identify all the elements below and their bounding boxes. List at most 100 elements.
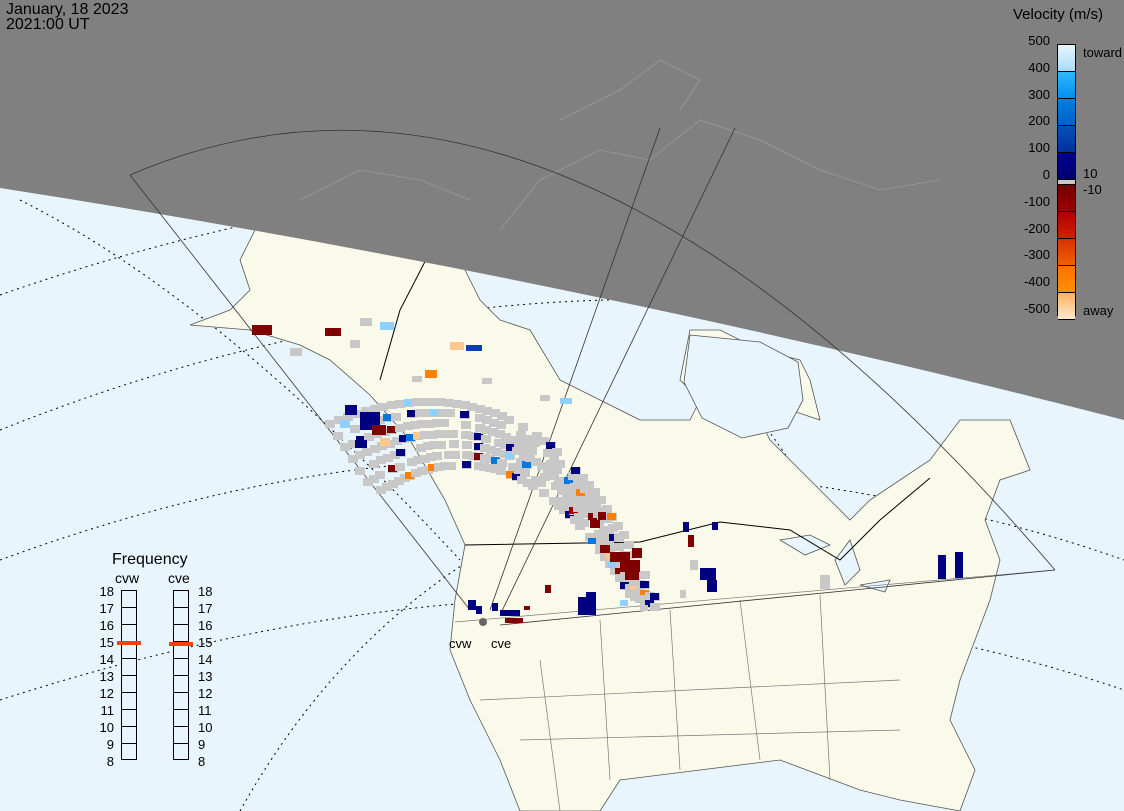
velocity-cell — [500, 610, 520, 616]
ground-scatter-cell — [530, 439, 540, 447]
ground-scatter-cell — [387, 401, 397, 409]
ground-scatter-cell — [508, 436, 518, 444]
ground-scatter-cell — [512, 447, 522, 455]
ground-scatter-cell — [528, 482, 538, 490]
ground-scatter-cell — [475, 414, 485, 422]
velocity-cell — [425, 370, 437, 378]
velocity-cell — [460, 411, 469, 418]
frequency-tick: 8 — [106, 754, 114, 769]
ground-scatter-cell — [640, 571, 650, 579]
ground-scatter-cell — [444, 451, 454, 459]
ground-scatter-cell — [350, 340, 360, 348]
ground-scatter-cell — [369, 460, 379, 468]
ground-scatter-cell — [432, 452, 442, 460]
ground-scatter-cell — [481, 435, 491, 443]
velocity-cell — [545, 585, 551, 593]
ground-scatter-cell — [514, 439, 524, 447]
ground-scatter-cell — [482, 416, 492, 424]
velocity-cell — [474, 453, 483, 460]
ground-scatter-cell — [370, 405, 380, 413]
ground-scatter-cell — [436, 441, 446, 449]
ground-scatter-cell — [343, 413, 353, 421]
ground-scatter-cell — [446, 462, 456, 470]
ground-scatter-cell — [560, 482, 570, 490]
velocity-cell — [578, 597, 596, 615]
ground-scatter-cell — [468, 432, 478, 440]
velocity-cell — [586, 592, 596, 600]
velocity-cell — [512, 473, 521, 480]
velocity-cell — [450, 342, 464, 350]
ground-scatter-cell — [613, 522, 623, 530]
ground-scatter-cell — [420, 398, 430, 406]
radar-label-cvw: cvw — [449, 636, 472, 651]
ground-scatter-cell — [497, 412, 507, 420]
ground-scatter-cell — [376, 486, 386, 494]
velocity-tick: 100 — [1028, 140, 1050, 156]
date-label: January, 18 2023 — [6, 1, 129, 18]
frequency-tick: 15 — [198, 635, 213, 650]
velocity-cell — [524, 606, 530, 610]
radar-site-marker — [479, 618, 487, 626]
ground-scatter-cell — [462, 441, 472, 449]
ground-scatter-cell — [485, 455, 495, 463]
ground-scatter-cell — [508, 463, 518, 471]
ground-scatter-cell — [570, 483, 580, 491]
ground-scatter-cell — [413, 456, 423, 464]
political-borders — [379, 247, 931, 561]
frequency-tick: 16 — [99, 618, 114, 633]
ground-scatter-cell — [325, 420, 335, 428]
ground-scatter-cell — [434, 463, 444, 471]
neg-threshold-label: -10 — [1083, 182, 1102, 197]
velocity-cell — [406, 434, 415, 441]
ground-scatter-cell — [363, 478, 373, 486]
frequency-tick: 13 — [99, 669, 114, 684]
frequency-bar-cvw — [121, 590, 137, 760]
away-label: away — [1083, 303, 1114, 318]
ground-scatter-cell — [362, 448, 372, 456]
frequency-tick: 14 — [198, 652, 213, 667]
velocity-tick: -300 — [1023, 247, 1050, 263]
velocity-cell — [522, 461, 531, 468]
velocity-tick: 400 — [1028, 59, 1050, 75]
ground-scatter-cell — [602, 505, 612, 513]
velocity-cell — [938, 555, 946, 579]
ground-scatter-cell — [448, 430, 458, 438]
velocity-cell — [571, 467, 580, 474]
frequency-tick: 17 — [99, 601, 114, 616]
ground-scatter-cell — [364, 433, 374, 441]
ground-scatter-cell — [482, 407, 492, 415]
ground-scatter-cell — [566, 488, 576, 496]
ground-scatter-cell — [410, 421, 420, 429]
ground-scatter-cell — [572, 494, 582, 502]
velocity-cell — [630, 586, 639, 593]
velocity-cell — [609, 534, 618, 541]
ground-scatter-cell — [568, 472, 578, 480]
ground-scatter-cell — [420, 431, 430, 439]
ground-scatter-cell — [462, 451, 472, 459]
ground-scatter-cell — [450, 451, 460, 459]
ground-scatter-cell — [390, 451, 400, 459]
ground-scatter-cell — [428, 398, 438, 406]
velocity-tick: 300 — [1028, 86, 1050, 102]
ground-scatter-cell — [392, 437, 402, 445]
ground-scatter-cell — [382, 483, 392, 491]
ground-scatter-cell — [388, 480, 398, 488]
velocity-cell — [462, 461, 471, 468]
velocity-cell — [620, 582, 629, 589]
ground-scatter-cell — [552, 448, 562, 456]
velocity-cell — [955, 552, 963, 578]
velocity-cell — [428, 464, 437, 471]
velocity-segment-toward — [1058, 153, 1075, 180]
ground-scatter-cell — [519, 451, 529, 459]
ground-scatter-cell — [596, 496, 606, 504]
velocity-cell — [590, 520, 600, 528]
ground-scatter-cell — [480, 444, 490, 452]
frequency-tick: 18 — [198, 584, 213, 599]
ground-scatter-cell — [360, 318, 372, 326]
velocity-cell — [407, 410, 416, 417]
ground-scatter-cell — [475, 424, 485, 432]
toward-label: toward — [1083, 45, 1123, 60]
ground-scatter-cell — [415, 409, 425, 417]
velocity-tick: -400 — [1023, 274, 1050, 290]
ground-scatter-cell — [590, 488, 600, 496]
